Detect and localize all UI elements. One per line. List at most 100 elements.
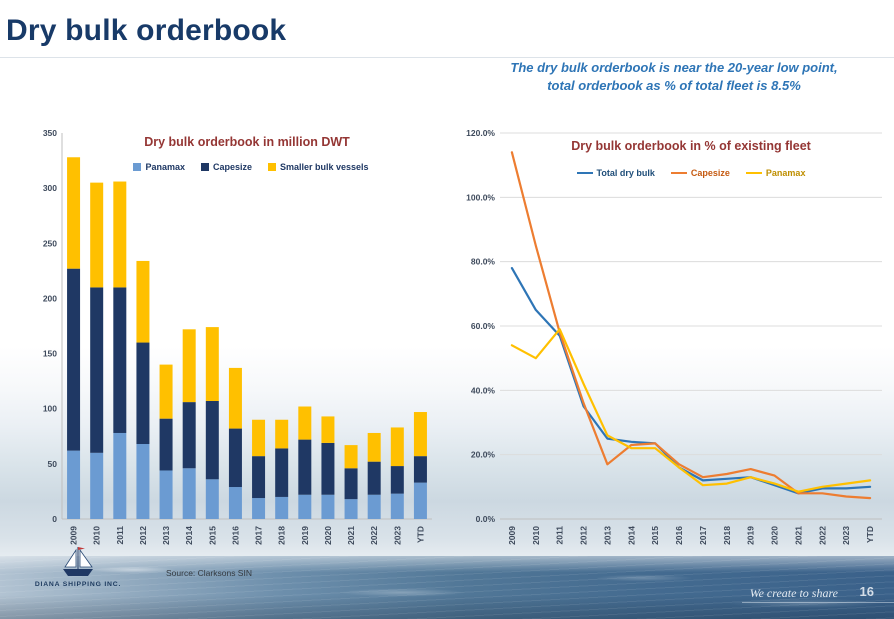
- legend-item: Capesize: [670, 168, 730, 178]
- bar-segment: [90, 452, 104, 519]
- bar-segment: [67, 268, 81, 451]
- legend-item: Panamax: [133, 162, 185, 172]
- bar-segment: [252, 498, 266, 519]
- bar-chart-title: Dry bulk orderbook in million DWT: [144, 135, 350, 149]
- x-tick-label: YTD: [865, 526, 875, 543]
- y-tick-label: 120.0%: [466, 128, 495, 138]
- bar-segment: [321, 416, 335, 443]
- company-motto: We create to share: [749, 586, 838, 600]
- y-tick-label: 80.0%: [471, 257, 496, 267]
- x-tick-label: 2014: [626, 526, 636, 545]
- x-tick-label: 2009: [69, 526, 79, 545]
- bar-segment: [367, 494, 381, 519]
- bar-segment: [67, 157, 81, 269]
- y-tick-label: 0.0%: [476, 514, 496, 524]
- bar-segment: [113, 432, 127, 519]
- y-tick-label: 200: [43, 293, 57, 303]
- bar-segment: [390, 427, 404, 467]
- x-tick-label: 2015: [650, 526, 660, 545]
- y-tick-label: 150: [43, 349, 57, 359]
- bar-segment: [182, 402, 196, 469]
- legend-label: Panamax: [765, 168, 806, 178]
- legend-swatch: [670, 171, 687, 175]
- bar-chart-legend: Panamax Capesize Smaller bulk vessels: [70, 162, 432, 172]
- legend-item: Total dry bulk: [576, 168, 655, 178]
- x-tick-label: 2021: [793, 526, 803, 545]
- page-number: 16: [859, 584, 874, 599]
- bar-segment: [321, 442, 335, 495]
- bar-segment: [252, 456, 266, 499]
- page-title: Dry bulk orderbook: [6, 14, 287, 47]
- series-line: [510, 328, 872, 493]
- bar-segment: [182, 468, 196, 519]
- bar-segment: [228, 428, 242, 488]
- x-tick-label: 2021: [346, 526, 356, 545]
- bar-segment: [298, 494, 312, 519]
- subtitle-line-1: The dry bulk orderbook is near the 20-ye…: [510, 60, 838, 75]
- x-tick-label: 2013: [602, 526, 612, 545]
- x-tick-label: 2014: [184, 526, 194, 545]
- bar-segment: [367, 432, 381, 462]
- line-chart-title: Dry bulk orderbook in % of existing flee…: [571, 139, 811, 153]
- legend-swatch: [268, 163, 276, 171]
- bar-segment: [413, 456, 427, 483]
- bar-segment: [205, 327, 219, 401]
- x-tick-label: 2010: [92, 526, 102, 545]
- bar-segment: [182, 329, 196, 403]
- legend-item: Smaller bulk vessels: [268, 162, 369, 172]
- bar-chart-svg: 0 50 100 150 200 250 300 350 2009 2010 2011 2012 201…: [43, 128, 432, 545]
- x-tick-label: 2011: [555, 526, 565, 545]
- bar-segment: [205, 400, 219, 480]
- x-tick-label: 2019: [746, 526, 756, 545]
- bar-segment: [159, 418, 173, 471]
- x-tick-label: 2016: [674, 526, 684, 545]
- bar-segment: [252, 419, 266, 457]
- bar-segment: [90, 287, 104, 453]
- bar-segment: [90, 182, 104, 288]
- legend-label: Smaller bulk vessels: [280, 162, 369, 172]
- bar-segment: [136, 260, 150, 343]
- x-tick-label: 2012: [138, 526, 148, 545]
- logo-text: DIANA SHIPPING INC.: [34, 581, 122, 588]
- bar-segment: [159, 364, 173, 419]
- bar-segment: [390, 466, 404, 494]
- legend-swatch: [745, 171, 762, 175]
- line-chart-legend: Total dry bulk Capesize Panamax: [500, 168, 882, 178]
- x-tick-label: 2023: [392, 526, 402, 545]
- x-tick-label: 2015: [207, 526, 217, 545]
- series-line: [510, 267, 872, 495]
- x-tick-label: 2010: [531, 526, 541, 545]
- x-tick-label: 2019: [300, 526, 310, 545]
- bar-segment: [344, 468, 358, 500]
- bar-segment: [344, 499, 358, 519]
- y-tick-label: 60.0%: [471, 321, 496, 331]
- y-tick-label: 100.0%: [466, 192, 495, 202]
- series-line: [510, 151, 872, 500]
- bar-chart-panel: 0 50 100 150 200 250 300 350 2009 2010 2011 2012 201…: [8, 125, 448, 585]
- x-tick-label: 2017: [254, 526, 264, 545]
- x-tick-label: 2020: [323, 526, 333, 545]
- bar-segment: [113, 287, 127, 433]
- background-sea-strip: [0, 556, 894, 619]
- source-note: Source: Clarksons SIN: [166, 568, 252, 578]
- y-tick-label: 350: [43, 128, 57, 138]
- y-tick-label: 0: [52, 514, 57, 524]
- y-tick-label: 20.0%: [471, 450, 496, 460]
- x-tick-label: 2017: [698, 526, 708, 545]
- bar-segment: [136, 342, 150, 445]
- bar-segment: [367, 461, 381, 495]
- x-tick-label: 2022: [817, 526, 827, 545]
- x-tick-label: 2023: [841, 526, 851, 545]
- bar-segment: [275, 496, 289, 519]
- y-tick-label: 40.0%: [471, 385, 496, 395]
- slide-subtitle: The dry bulk orderbook is near the 20-ye…: [468, 59, 880, 95]
- bar-segment: [113, 181, 127, 288]
- x-tick-label: 2012: [579, 526, 589, 545]
- bar-segment: [413, 482, 427, 519]
- legend-label: Capesize: [690, 168, 730, 178]
- bar-segment: [298, 406, 312, 440]
- bar-segment: [228, 487, 242, 519]
- legend-label: Panamax: [145, 162, 185, 172]
- legend-swatch: [133, 163, 142, 171]
